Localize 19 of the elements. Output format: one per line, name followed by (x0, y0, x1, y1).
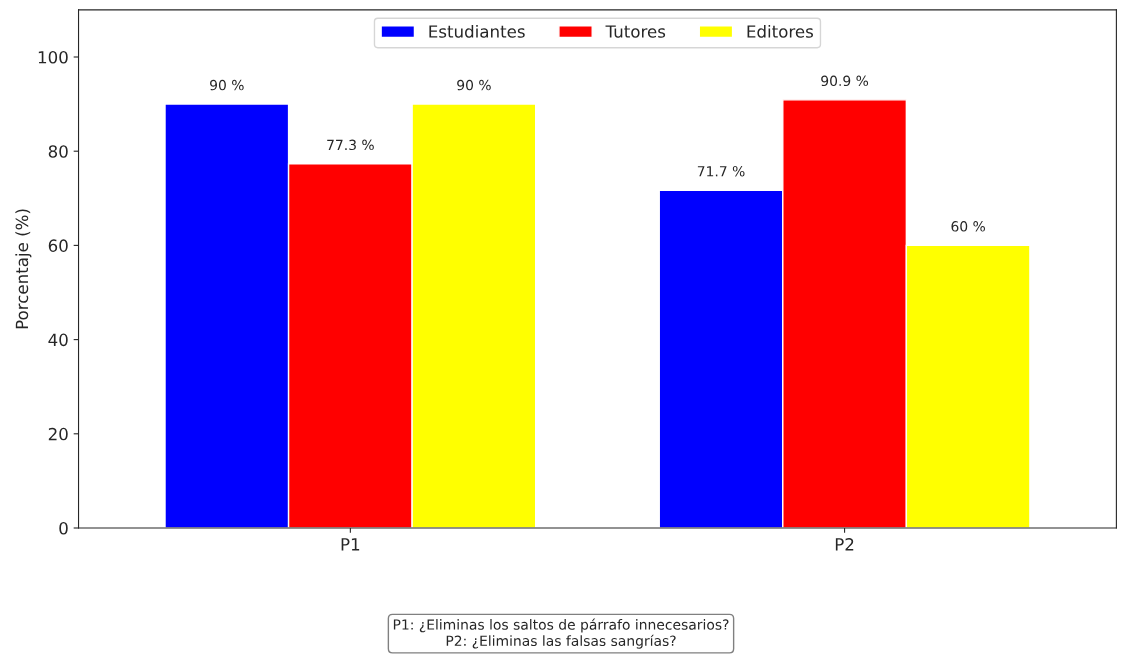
data-label: 90 % (457, 79, 491, 91)
data-label: 60 % (951, 221, 985, 232)
x-tick-label: P2 (835, 538, 854, 551)
y-tick-label: 40 (48, 333, 68, 347)
y-tick-label: 60 (48, 239, 68, 252)
y-axis-title: Porcentaje (%) (15, 209, 32, 329)
legend-label: Estudiantes (429, 24, 525, 38)
y-tick-label: 20 (48, 427, 68, 441)
data-label: 77.3 % (327, 139, 374, 151)
y-tick-label: 80 (48, 145, 68, 158)
y-tick-label: 100 (38, 50, 68, 64)
legend-label: Editores (747, 24, 813, 38)
text: P1: ¿Eliminas los saltos de párrafo innecesarios? P2: ¿Eliminas las falsas sangrías? (393, 618, 729, 649)
y-tick-label: 0 (59, 521, 68, 535)
legend-label: Tutores (605, 25, 666, 38)
x-tick-label: P1 (341, 538, 360, 551)
data-label: 71.7 % (697, 165, 745, 177)
data-label: 90.9 % (821, 75, 869, 87)
data-label: 90 % (210, 79, 244, 91)
